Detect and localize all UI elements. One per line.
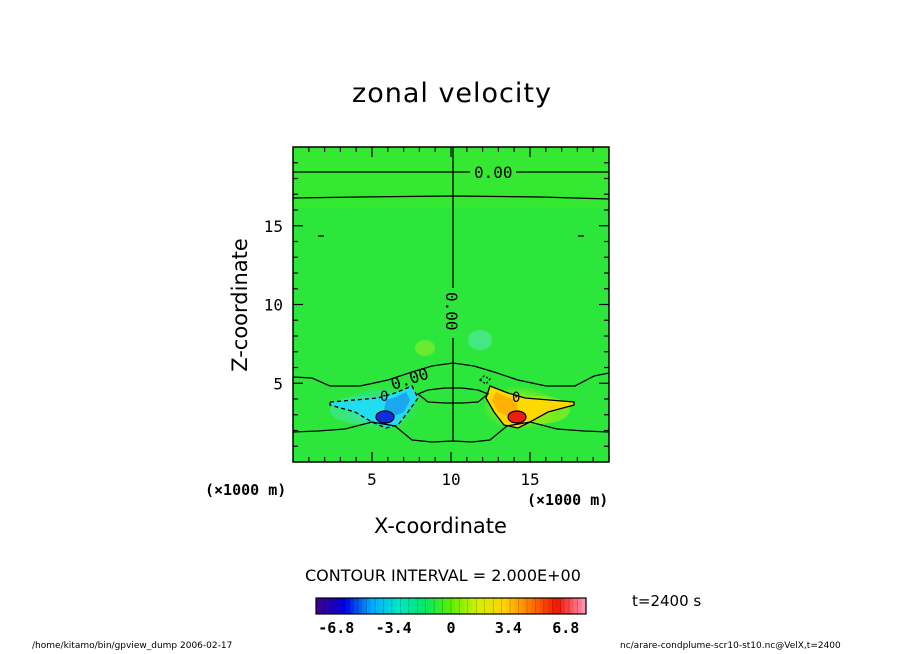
colorbar-cell (577, 598, 583, 614)
colorbar-cell (510, 598, 515, 614)
colorbar-cell (505, 598, 511, 614)
colorbar-cell (316, 598, 321, 614)
colorbar-cell (438, 598, 444, 614)
contour-label-zero-left: 0 (380, 389, 388, 405)
colorbar-cell (425, 598, 431, 614)
colorbar-cell (383, 598, 389, 614)
colorbar-cell (569, 598, 574, 614)
y-tick-label: 5 (273, 374, 283, 393)
positive-core (507, 410, 527, 424)
colorbar-cell (366, 598, 372, 614)
colorbar-cell (337, 598, 342, 614)
contour-label-vertical: 0.00 (442, 292, 461, 331)
y-axis-label: Z-coordinate (228, 238, 252, 372)
contour-label-top: 0.00 (474, 163, 513, 182)
x-axis-label: X-coordinate (374, 514, 507, 538)
colorbar-tick-label: 3.4 (495, 619, 522, 637)
colorbar-tick-labels: -6.8 -3.4 0 3.4 6.8 (318, 619, 579, 637)
colorbar-cell (556, 598, 562, 614)
colorbar-tick-label: 6.8 (552, 619, 579, 637)
colorbar-cell (353, 598, 359, 614)
x-tick-label: 15 (520, 470, 539, 489)
y-tick-label: 10 (264, 296, 283, 315)
colorbar-cell (434, 598, 439, 614)
colorbar-cell (560, 598, 566, 614)
colorbar-cell (429, 598, 435, 614)
colorbar-cell (332, 598, 338, 614)
colorbar-cell (391, 598, 397, 614)
colorbar-cell (442, 598, 448, 614)
axis-ticks (293, 147, 609, 462)
colorbar-cell (488, 598, 494, 614)
colorbar-cell (328, 598, 334, 614)
colorbar-cell (404, 598, 410, 614)
plot-field (293, 147, 609, 462)
colorbar (315, 597, 587, 615)
colorbar-tick-label: -6.8 (318, 619, 354, 637)
colorbar-cell (408, 598, 414, 614)
colorbar-cell (543, 598, 549, 614)
colorbar-cell (539, 598, 545, 614)
colorbar-cell (362, 598, 368, 614)
colorbar-cell (358, 598, 364, 614)
colorbar-cell (522, 598, 528, 614)
colorbar-cell (518, 598, 524, 614)
colorbar-cell (396, 598, 401, 614)
x-axis-unit-right: (×1000 m) (527, 491, 609, 509)
colorbar-cell (463, 598, 469, 614)
colorbar-cell (476, 598, 482, 614)
colorbar-cell (493, 598, 499, 614)
colorbar-cell (514, 598, 520, 614)
colorbar-cell (548, 598, 553, 614)
colorbar-cell (535, 598, 541, 614)
colorbar-cell (421, 598, 427, 614)
footer-left: /home/kitamo/bin/gpview_dump 2006-02-17 (32, 641, 233, 651)
colorbar-cell (581, 598, 587, 614)
colorbar-cell (531, 598, 536, 614)
colorbar-cell (472, 598, 477, 614)
colorbar-cell (451, 598, 456, 614)
colorbar-cell (379, 598, 385, 614)
time-label: t=2400 s (632, 592, 702, 610)
colorbar-cell (370, 598, 376, 614)
colorbar-cell (387, 598, 393, 614)
colorbar-cell (455, 598, 461, 614)
colorbar-cell (349, 598, 355, 614)
colorbar-cell (341, 598, 347, 614)
colorbar-cell (345, 598, 351, 614)
colorbar-cell (413, 598, 418, 614)
colorbar-tick-label: -3.4 (376, 619, 412, 637)
colorbar-cell (400, 598, 406, 614)
colorbar-cell (467, 598, 473, 614)
colorbar-cell (417, 598, 423, 614)
contour-label-zero-right: 0 (512, 390, 520, 406)
contour-lines (293, 147, 609, 443)
y-tick-label: 15 (264, 217, 283, 236)
chart-title: zonal velocity (352, 78, 552, 109)
axis-tick-labels: 5 10 15 5 10 15 (264, 217, 540, 489)
colorbar-cell (501, 598, 507, 614)
colorbar-cell (480, 598, 486, 614)
x-tick-label: 5 (367, 470, 377, 489)
colorbar-cell (375, 598, 380, 614)
colorbar-cell (484, 598, 490, 614)
colorbar-tick-label: 0 (446, 619, 455, 637)
colorbar-cell (324, 598, 330, 614)
contour-interval-label: CONTOUR INTERVAL = 2.000E+00 (305, 566, 581, 585)
colorbar-cell (320, 598, 326, 614)
colorbar-cell (497, 598, 503, 614)
x-axis-unit-left: (×1000 m) (205, 481, 287, 499)
x-tick-label: 10 (441, 470, 460, 489)
negative-lobe (330, 386, 418, 428)
colorbar-cell (446, 598, 452, 614)
colorbar-cell (459, 598, 465, 614)
colorbar-cell (526, 598, 532, 614)
footer-right: nc/arare-condplume-scr10-st10.nc@VelX,t=… (620, 641, 841, 651)
colorbar-frame (315, 597, 587, 615)
negative-core (375, 410, 395, 424)
colorbar-cell (573, 598, 579, 614)
colorbar-cell (564, 598, 570, 614)
colorbar-cell (552, 598, 558, 614)
